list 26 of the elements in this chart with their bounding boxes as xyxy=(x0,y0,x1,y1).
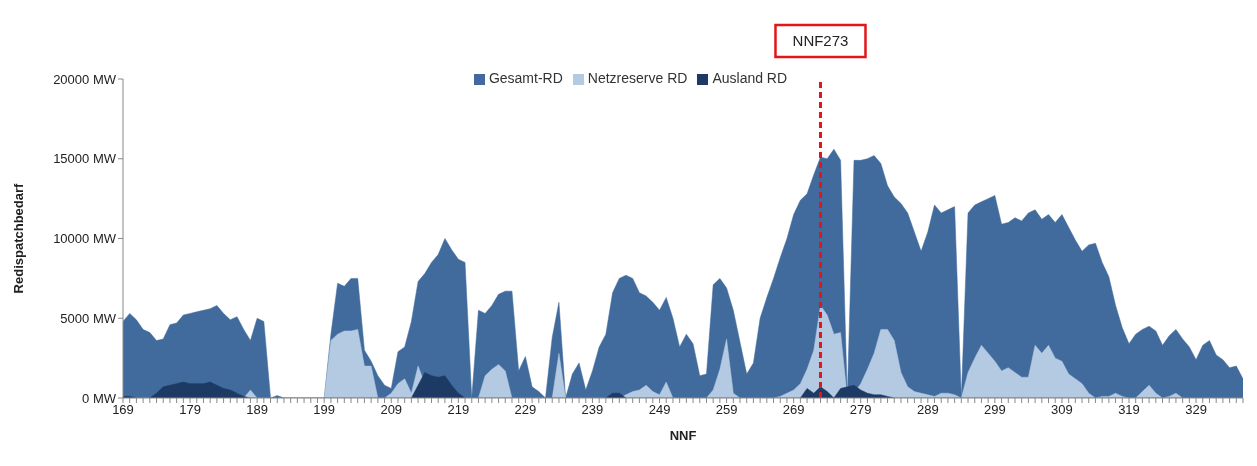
y-tick-label: 5000 MW xyxy=(60,310,117,326)
x-tick-label: 259 xyxy=(715,402,738,418)
x-tick-label: 219 xyxy=(447,402,470,418)
y-tick-label: 20000 MW xyxy=(53,71,117,87)
x-tick-label: 249 xyxy=(648,402,671,418)
legend-label: Ausland RD xyxy=(712,70,788,86)
x-tick-label: 309 xyxy=(1051,402,1073,418)
x-tick-label: 289 xyxy=(916,402,939,418)
x-tick-label: 239 xyxy=(581,402,604,418)
legend-label: Gesamt-RD xyxy=(488,70,563,86)
ref-line-label: NNF273 xyxy=(792,32,849,49)
x-tick-label: 209 xyxy=(380,402,403,418)
legend-label: Netzreserve RD xyxy=(587,70,688,86)
x-tick-label: 299 xyxy=(984,402,1006,418)
x-tick-label: 199 xyxy=(313,402,336,418)
x-tick-label: 179 xyxy=(179,402,201,418)
x-tick-label: 319 xyxy=(1118,402,1140,418)
x-tick-label: 229 xyxy=(514,402,537,418)
x-axis-title: NNF xyxy=(669,428,697,443)
y-tick-label: 10000 MW xyxy=(53,231,117,247)
x-tick-label: 269 xyxy=(782,402,805,418)
x-tick-label: 189 xyxy=(246,402,268,418)
x-tick-label: 329 xyxy=(1185,402,1207,418)
y-tick-label: 15000 MW xyxy=(53,151,117,167)
x-tick-label: 279 xyxy=(849,402,872,418)
y-axis-title: Redispatchbedarf xyxy=(10,182,26,294)
